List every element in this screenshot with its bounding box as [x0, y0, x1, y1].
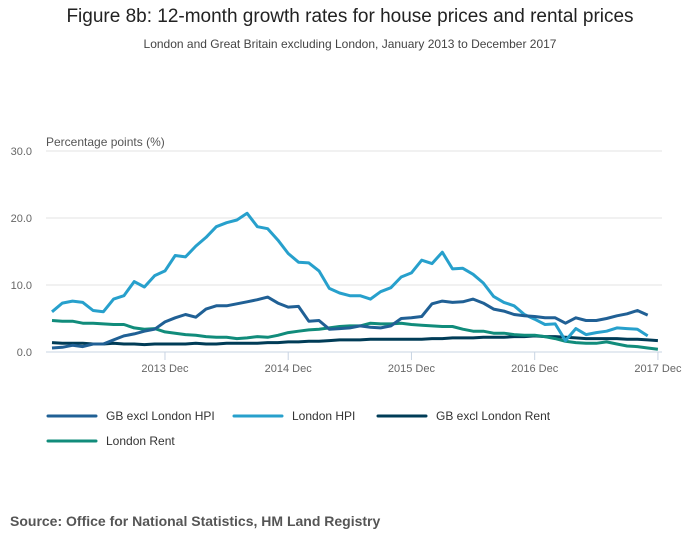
x-tick-label: 2014 Dec: [265, 363, 313, 375]
chart-subtitle: London and Great Britain excluding Londo…: [143, 37, 557, 51]
x-tick-label: 2017 Dec: [634, 363, 682, 375]
legend-label: London HPI: [292, 409, 355, 423]
y-tick-label: 10.0: [11, 280, 32, 292]
legend-item[interactable]: London HPI: [232, 409, 355, 423]
x-tick-label: 2015 Dec: [388, 363, 436, 375]
legend-label: GB excl London Rent: [436, 409, 551, 423]
y-tick-label: 30.0: [11, 146, 32, 158]
series-line-gb-excl-london-hpi: [51, 295, 649, 350]
x-tick-label: 2013 Dec: [141, 363, 189, 375]
legend-item[interactable]: GB excl London HPI: [46, 409, 215, 423]
series-line-london-hpi: [51, 211, 649, 343]
x-tick-label: 2016 Dec: [511, 363, 559, 375]
source-note: Source: Office for National Statistics, …: [10, 513, 381, 529]
series-line-gb-excl-london-rent: [51, 334, 659, 347]
chart-title: Figure 8b: 12-month growth rates for hou…: [66, 6, 634, 27]
y-axis-label: Percentage points (%): [46, 135, 165, 149]
y-tick-label: 20.0: [11, 213, 32, 225]
y-tick-label: 0.0: [17, 347, 32, 359]
legend-label: London Rent: [106, 434, 175, 448]
legend-label: GB excl London HPI: [106, 409, 215, 423]
legend-item[interactable]: London Rent: [46, 434, 175, 448]
legend-item[interactable]: GB excl London Rent: [376, 409, 551, 423]
